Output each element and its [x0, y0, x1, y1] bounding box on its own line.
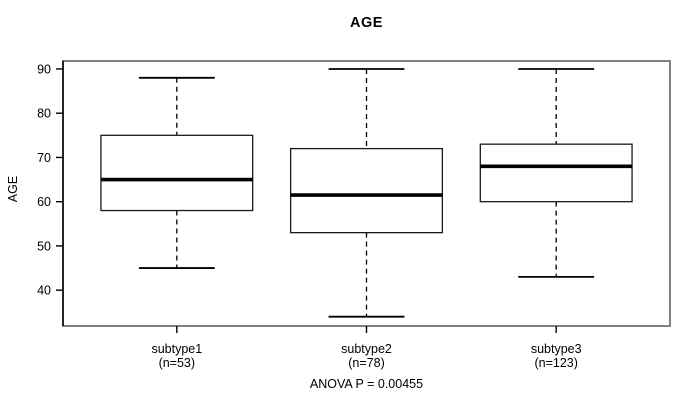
y-tick-label: 60 — [37, 195, 51, 209]
y-tick-label: 80 — [37, 107, 51, 121]
y-tick-label: 50 — [37, 239, 51, 253]
x-category-label: subtype2 — [341, 342, 392, 356]
anova-annotation: ANOVA P = 0.00455 — [309, 377, 424, 391]
x-category-count: (n=53) — [159, 356, 195, 370]
box-rect — [479, 143, 633, 203]
y-tick-label: 90 — [37, 62, 51, 76]
chart-title: AGE — [350, 15, 383, 31]
x-category-label: subtype3 — [531, 342, 582, 356]
x-category-count: (n=123) — [534, 356, 577, 370]
y-tick-label: 70 — [37, 151, 51, 165]
x-category-label: subtype1 — [151, 342, 202, 356]
y-tick-label: 40 — [37, 284, 51, 298]
x-category-count: (n=78) — [348, 356, 384, 370]
box-rect — [289, 147, 444, 234]
box-rect — [100, 134, 254, 212]
